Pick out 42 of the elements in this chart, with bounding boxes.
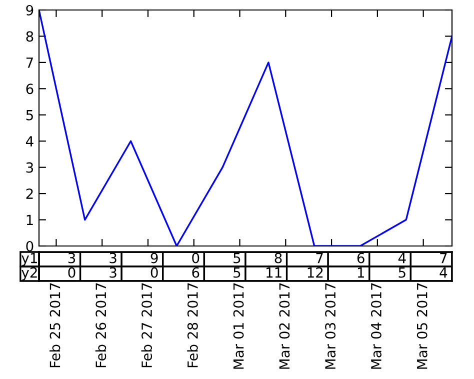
data-label: 5 [234, 252, 240, 264]
x-tick-label: Feb 26 2017 [95, 283, 106, 368]
line-series [39, 10, 452, 246]
y-tick-label: y1 [22, 252, 37, 266]
x-tick-label: Mar 01 2017 [233, 283, 244, 369]
y-tick-label: y2 [22, 267, 37, 280]
data-label: 4 [398, 252, 406, 264]
data-label: 11 [266, 267, 282, 278]
y-tick-label: 2 [26, 188, 33, 199]
x-tick-label: Mar 03 2017 [325, 283, 336, 369]
x-tick-label: Feb 27 2017 [141, 283, 152, 368]
x-tick-label: Mar 05 2017 [416, 283, 428, 369]
data-label: 3 [110, 267, 116, 278]
y-tick-label: 1 [26, 214, 33, 226]
y-tick-label: 4 [26, 136, 34, 146]
x-tick-label: Mar 04 2017 [370, 283, 382, 369]
data-label: 6 [192, 267, 200, 278]
x-tick-label: Feb 25 2017 [49, 283, 60, 368]
data-label: 7 [316, 252, 323, 264]
data-label: 1 [358, 267, 364, 278]
x-tick-label: Feb 28 2017 [187, 283, 198, 368]
data-label: 5 [234, 267, 240, 278]
data-label: 0 [192, 252, 200, 264]
data-label: 3 [110, 252, 116, 264]
data-label: 4 [440, 267, 448, 278]
data-label: 9 [150, 252, 158, 264]
y-tick-label: 8 [26, 31, 34, 42]
x-tick-label: Mar 02 2017 [279, 283, 290, 369]
data-label: 7 [440, 252, 447, 264]
data-label: 0 [150, 267, 158, 278]
y-tick-label: 5 [26, 110, 33, 120]
y-tick-label: 6 [26, 84, 34, 94]
y-tick-label: 0 [26, 240, 34, 252]
data-label: 8 [274, 252, 282, 264]
data-label: 3 [68, 252, 76, 264]
data-label: 5 [398, 267, 406, 278]
data-label: 0 [68, 267, 76, 278]
y-tick-label: 9 [26, 4, 34, 16]
y-tick-label: 3 [26, 162, 34, 173]
data-label: 6 [357, 252, 364, 264]
data-label: 12 [308, 267, 323, 278]
y-tick-label: 7 [26, 58, 33, 68]
